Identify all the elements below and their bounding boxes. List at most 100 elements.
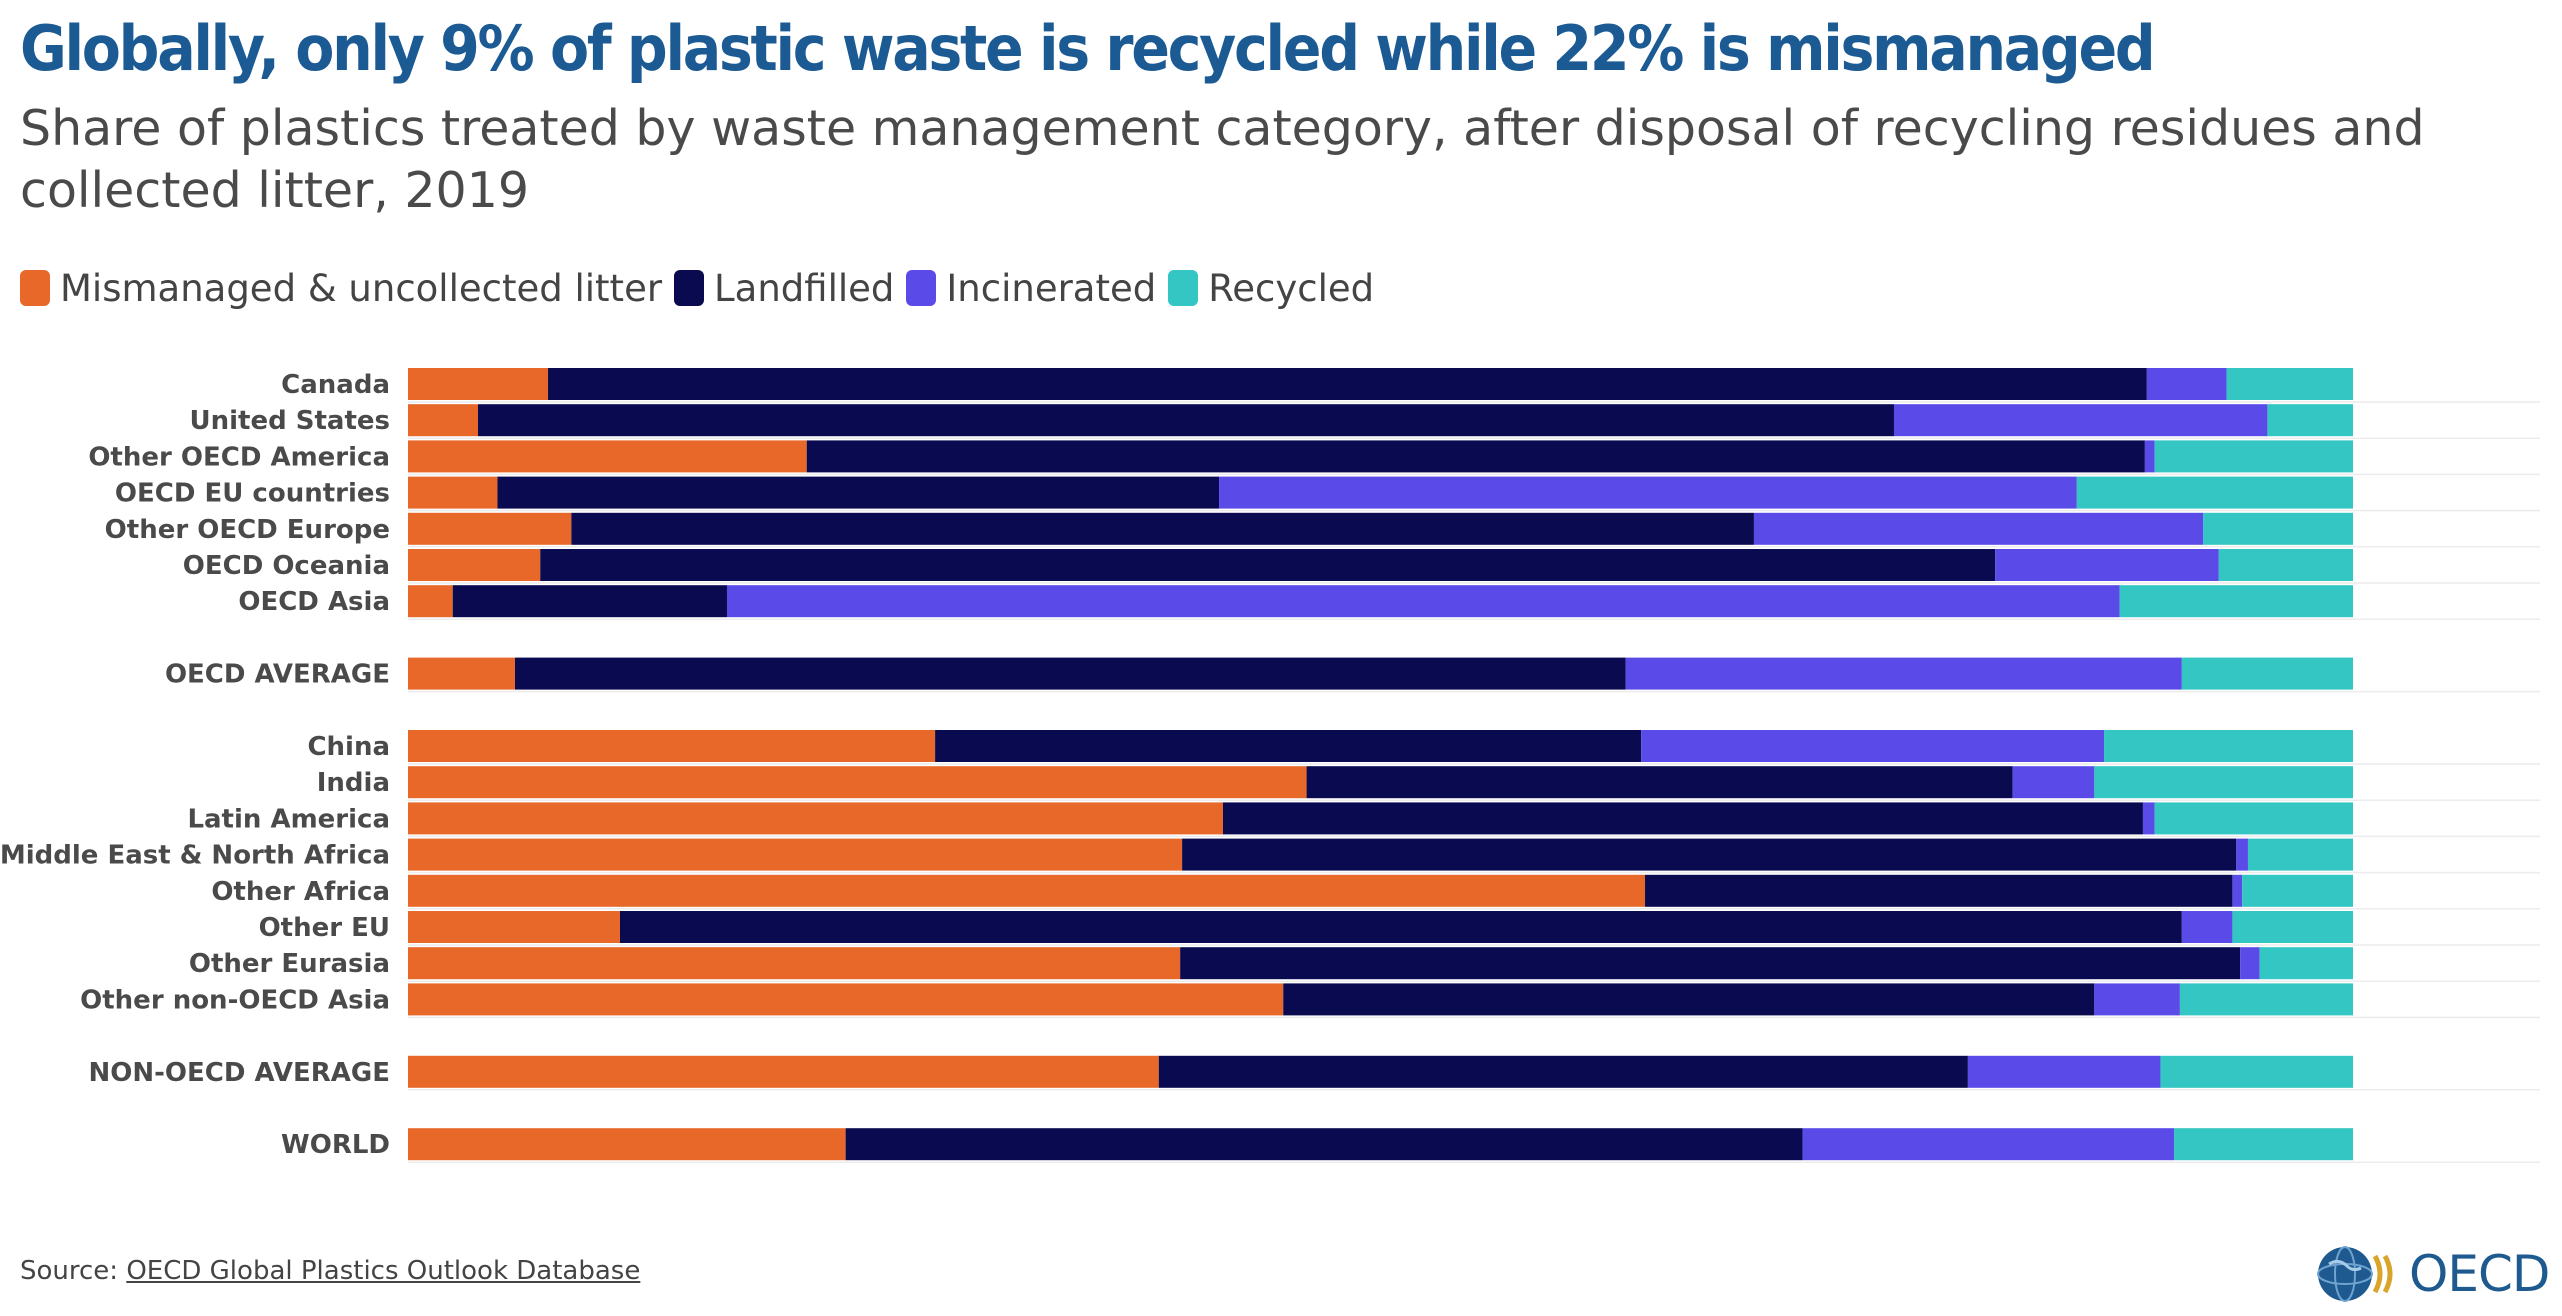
bar-segment[interactable] bbox=[2160, 1055, 2354, 1088]
bar-segment[interactable] bbox=[408, 766, 1307, 799]
legend-swatch bbox=[674, 270, 705, 306]
bar-segment[interactable] bbox=[1645, 874, 2233, 907]
bar-segment[interactable] bbox=[2267, 404, 2353, 437]
bar-segment[interactable] bbox=[408, 911, 620, 943]
bar-segment[interactable] bbox=[2226, 368, 2353, 400]
bar-segment[interactable] bbox=[935, 730, 1642, 762]
bar-segment[interactable] bbox=[2142, 802, 2155, 835]
bar-row: OECD EU countries bbox=[115, 476, 2540, 512]
bar-segment[interactable] bbox=[1222, 802, 2143, 835]
bar-segment[interactable] bbox=[2203, 512, 2353, 545]
bar-segment[interactable] bbox=[2181, 657, 2353, 690]
bar-segment[interactable] bbox=[2146, 368, 2227, 400]
bar-segment[interactable] bbox=[1802, 1128, 2175, 1161]
legend-swatch bbox=[20, 270, 50, 306]
bar-segment[interactable] bbox=[2104, 730, 2353, 762]
bar-segment[interactable] bbox=[408, 838, 1183, 871]
bar-row: Other OECD America bbox=[88, 440, 2540, 476]
bar-segment[interactable] bbox=[2154, 802, 2353, 835]
legend-label: Mismanaged & uncollected litter bbox=[60, 266, 663, 310]
bar-segment[interactable] bbox=[1641, 730, 2105, 762]
bar-segment[interactable] bbox=[2232, 874, 2243, 907]
bar-segment[interactable] bbox=[726, 585, 2120, 618]
source-link[interactable]: OECD Global Plastics Outlook Database bbox=[126, 1256, 641, 1286]
bar-segment[interactable] bbox=[408, 947, 1181, 980]
bar-segment[interactable] bbox=[408, 440, 807, 473]
bar-row: Other Eurasia bbox=[189, 947, 2540, 982]
bar-segment[interactable] bbox=[2181, 911, 2233, 943]
bar-segment[interactable] bbox=[1967, 1055, 2161, 1088]
bar-segment[interactable] bbox=[2144, 440, 2155, 473]
bar-segment[interactable] bbox=[2240, 947, 2260, 980]
bar-segment[interactable] bbox=[2174, 1128, 2353, 1161]
bar-row: Other EU bbox=[259, 911, 2540, 946]
bar-segment[interactable] bbox=[497, 476, 1220, 509]
bar-row: NON-OECD AVERAGE bbox=[89, 1055, 2540, 1091]
bar-row: WORLD bbox=[281, 1128, 2540, 1163]
bar-segment[interactable] bbox=[1219, 476, 2077, 509]
bar-segment[interactable] bbox=[2094, 766, 2354, 799]
bar-segment[interactable] bbox=[2259, 947, 2353, 980]
category-label: Other Africa bbox=[211, 877, 390, 907]
bar-segment[interactable] bbox=[2076, 476, 2353, 509]
legend-item[interactable]: Incinerated bbox=[906, 267, 1156, 310]
bar-segment[interactable] bbox=[408, 657, 515, 690]
bar-segment[interactable] bbox=[1158, 1055, 1968, 1088]
bar-segment[interactable] bbox=[408, 549, 541, 581]
bar-segment[interactable] bbox=[571, 512, 1754, 545]
bar-segment[interactable] bbox=[2247, 838, 2353, 871]
bar-segment[interactable] bbox=[2236, 838, 2248, 871]
bar-segment[interactable] bbox=[452, 585, 727, 618]
bar-row: China bbox=[307, 730, 2540, 765]
category-label: Canada bbox=[281, 370, 390, 400]
bar-segment[interactable] bbox=[1180, 947, 2241, 980]
bar-row: United States bbox=[190, 404, 2540, 439]
oecd-logo[interactable]: OECD bbox=[2315, 1244, 2550, 1304]
bar-segment[interactable] bbox=[1625, 657, 2182, 690]
bar-segment[interactable] bbox=[408, 404, 479, 437]
bar-segment[interactable] bbox=[408, 476, 498, 509]
bar-segment[interactable] bbox=[806, 440, 2145, 473]
bar-segment[interactable] bbox=[2154, 440, 2353, 473]
category-label: Other OECD America bbox=[88, 442, 390, 472]
bar-segment[interactable] bbox=[408, 512, 572, 545]
bar-segment[interactable] bbox=[2179, 983, 2353, 1016]
bar-segment[interactable] bbox=[514, 657, 1626, 690]
category-label: Other OECD Europe bbox=[105, 515, 390, 545]
chart-title: Globally, only 9% of plastic waste is re… bbox=[20, 12, 2156, 85]
source-label: Source: bbox=[20, 1256, 127, 1286]
legend-item[interactable]: Landfilled bbox=[674, 267, 894, 310]
bar-segment[interactable] bbox=[478, 404, 1894, 437]
bar-segment[interactable] bbox=[1283, 983, 2095, 1016]
bar-segment[interactable] bbox=[548, 368, 2147, 400]
bar-segment[interactable] bbox=[408, 730, 936, 762]
bar-segment[interactable] bbox=[2094, 983, 2180, 1016]
bar-segment[interactable] bbox=[2119, 585, 2353, 618]
bar-row: Latin America bbox=[187, 802, 2540, 838]
bar-segment[interactable] bbox=[1893, 404, 2268, 437]
bar-segment[interactable] bbox=[408, 1055, 1159, 1088]
bar-segment[interactable] bbox=[1306, 766, 2013, 799]
bar-segment[interactable] bbox=[1182, 838, 2237, 871]
bar-segment[interactable] bbox=[408, 1128, 846, 1161]
bar-segment[interactable] bbox=[408, 874, 1646, 907]
legend-item[interactable]: Recycled bbox=[1168, 267, 1374, 310]
bar-segment[interactable] bbox=[408, 802, 1223, 835]
category-label: WORLD bbox=[281, 1130, 390, 1160]
bar-segment[interactable] bbox=[408, 585, 453, 618]
category-label: OECD EU countries bbox=[115, 479, 390, 509]
bar-segment[interactable] bbox=[620, 911, 2182, 943]
bar-segment[interactable] bbox=[2218, 549, 2354, 581]
bar-segment[interactable] bbox=[408, 368, 549, 400]
bar-segment[interactable] bbox=[2242, 874, 2353, 907]
bar-segment[interactable] bbox=[408, 983, 1284, 1016]
bar-segment[interactable] bbox=[1753, 512, 2204, 545]
bar-segment[interactable] bbox=[2232, 911, 2353, 943]
bar-segment[interactable] bbox=[1995, 549, 2219, 581]
category-label: OECD Asia bbox=[238, 587, 390, 617]
bar-segment[interactable] bbox=[845, 1128, 1803, 1161]
bar-segment[interactable] bbox=[2012, 766, 2095, 799]
legend-item[interactable]: Mismanaged & uncollected litter bbox=[20, 267, 662, 310]
bar-segment[interactable] bbox=[540, 549, 1996, 581]
bar-row: OECD Oceania bbox=[183, 549, 2540, 584]
